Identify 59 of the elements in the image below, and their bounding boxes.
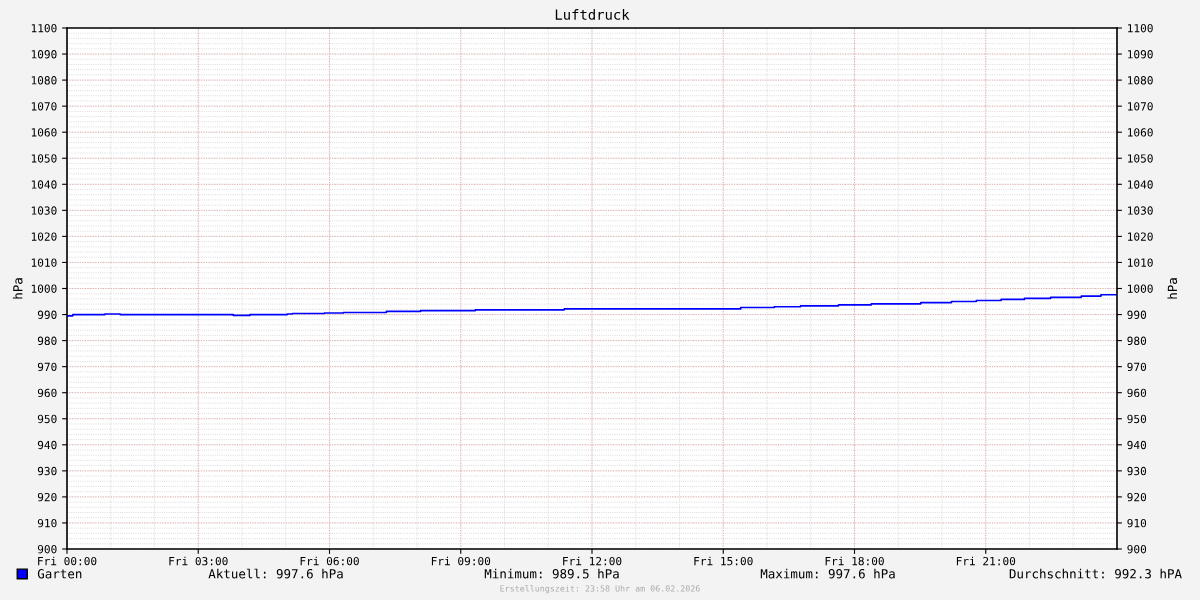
- x-tick-label: Fri 06:00: [300, 556, 359, 566]
- y2-tick-label: 1090: [1128, 50, 1153, 59]
- y2-tick-label: 1040: [1128, 180, 1153, 189]
- y2-tick-label: 1020: [1128, 232, 1153, 241]
- y-axis-title: hPa: [12, 278, 23, 299]
- y-tick-label: 1080: [31, 76, 57, 85]
- y-tick-label: 1030: [31, 206, 57, 215]
- text: Durchschnitt: 992.3 hPA: [1009, 568, 1182, 579]
- y-tick-label: 1090: [31, 50, 57, 59]
- y-tick-label: 930: [37, 466, 57, 476]
- y-tick-label: 1040: [31, 180, 57, 189]
- x-tick-label: Fri 15:00: [694, 556, 753, 566]
- chart-title: Luftdruck: [555, 9, 630, 20]
- y2-tick-label: 920: [1127, 492, 1147, 502]
- y2-tick-label: 950: [1127, 414, 1147, 424]
- y-tick-label: 1010: [31, 258, 57, 267]
- x-tick-label: Fri 12:00: [563, 556, 622, 566]
- text: Erstellungszeit: 23:58 Uhr am 06.02.2026: [500, 585, 700, 594]
- y-tick-label: 910: [37, 518, 57, 528]
- y-tick-label: 980: [37, 336, 57, 346]
- y-tick-label: 1070: [31, 102, 57, 111]
- text: Aktuell: 997.6 hPa: [208, 568, 343, 579]
- x-tick-label: Fri 21:00: [956, 556, 1016, 566]
- y2-tick-label: 1010: [1128, 258, 1153, 267]
- y-tick-label: 900: [37, 545, 57, 554]
- x-tick-label: Fri 03:00: [169, 556, 228, 566]
- y2-tick-label: 970: [1127, 362, 1147, 372]
- y2-tick-label: 1000: [1128, 284, 1153, 293]
- y2-tick-label: 1070: [1128, 102, 1153, 111]
- y-tick-label: 1020: [31, 232, 57, 241]
- y-tick-label: 990: [37, 310, 57, 319]
- legend-label: Garten: [37, 569, 82, 579]
- y-tick-label: 1050: [31, 154, 57, 163]
- y-tick-label: 920: [37, 492, 57, 502]
- x-tick-label: Fri 00:00: [38, 556, 97, 566]
- y-tick-label: 1000: [31, 284, 57, 293]
- y2-axis-title: hPa: [1167, 278, 1178, 299]
- y2-tick-label: 990: [1127, 310, 1147, 319]
- x-tick-label: Fri 09:00: [431, 556, 491, 566]
- y2-tick-label: 1080: [1128, 76, 1153, 85]
- y2-tick-label: 1050: [1128, 154, 1153, 163]
- y2-tick-label: 960: [1127, 388, 1147, 398]
- y2-tick-label: 910: [1127, 518, 1147, 528]
- y-tick-label: 960: [37, 388, 57, 398]
- y2-tick-label: 900: [1127, 545, 1147, 554]
- y-tick-label: 970: [37, 362, 57, 372]
- y2-tick-label: 1060: [1128, 128, 1153, 137]
- y2-tick-label: 1030: [1128, 206, 1153, 215]
- text: Maximum: 997.6 hPa: [760, 568, 895, 579]
- text: Minimum: 989.5 hPa: [484, 568, 619, 579]
- y-tick-label: 1060: [31, 128, 57, 137]
- y2-tick-label: 1100: [1128, 24, 1153, 33]
- y-tick-label: 950: [37, 414, 57, 424]
- y-tick-label: 1100: [31, 24, 57, 33]
- x-tick-label: Fri 18:00: [825, 556, 884, 566]
- y2-tick-label: 940: [1127, 440, 1147, 450]
- y-tick-label: 940: [37, 440, 57, 450]
- y2-tick-label: 980: [1127, 336, 1147, 346]
- y2-tick-label: 930: [1127, 466, 1147, 476]
